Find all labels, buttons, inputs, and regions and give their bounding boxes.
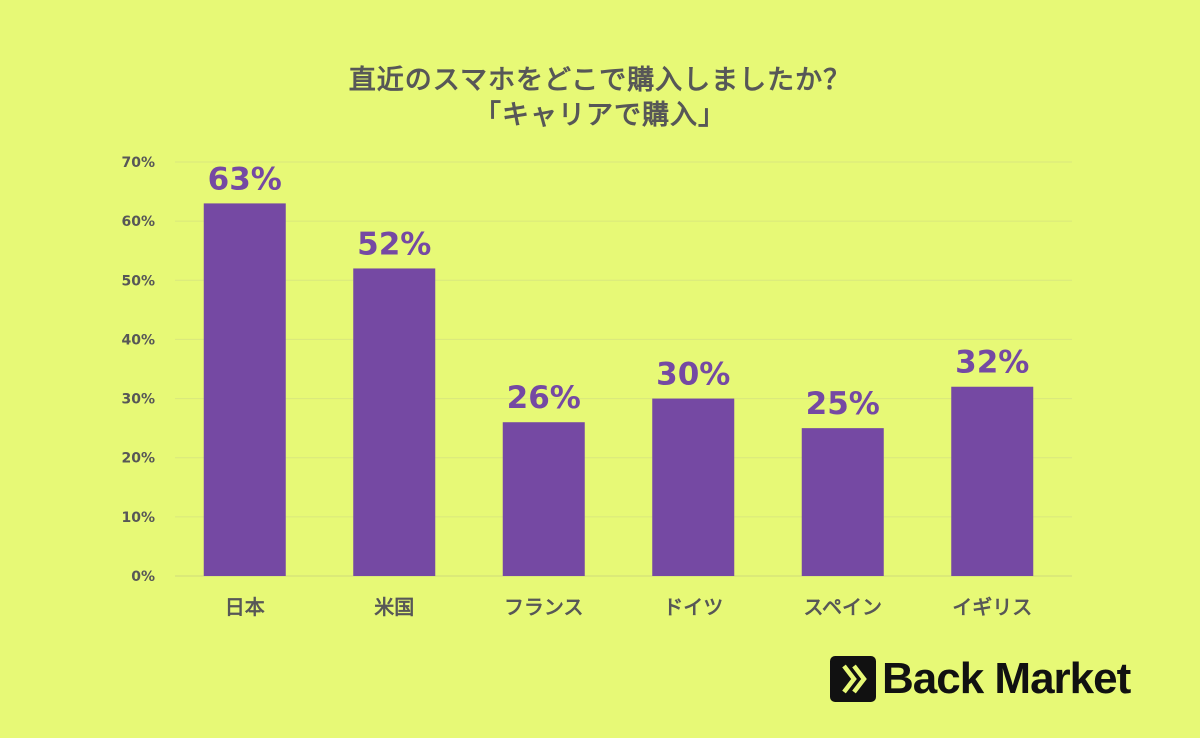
bar [353, 268, 436, 576]
chart-title-line1: 直近のスマホをどこで購入しましたか？ [348, 65, 852, 96]
x-tick-label: 米国 [374, 595, 414, 619]
brand-logo-text: Back Market [882, 654, 1131, 703]
y-tick-label: 60% [121, 214, 155, 230]
data-label: 63% [208, 161, 282, 197]
y-tick-label: 70% [121, 155, 155, 171]
x-tick-label: イギリス [952, 595, 1032, 619]
x-tick-label: スペイン [803, 595, 882, 619]
y-tick-label: 10% [121, 510, 155, 526]
x-tick-label: 日本 [225, 595, 265, 619]
y-tick-label: 0% [131, 569, 155, 585]
y-tick-label: 30% [121, 392, 155, 408]
data-label: 26% [507, 380, 581, 416]
data-label: 25% [806, 386, 880, 422]
bar [801, 428, 884, 576]
bar [652, 398, 735, 576]
data-label: 30% [656, 357, 730, 393]
chart-title-line2: 「キャリアで購入」 [474, 100, 726, 131]
bar [502, 422, 585, 576]
data-label: 52% [357, 226, 431, 262]
bar [203, 203, 286, 576]
y-tick-label: 50% [121, 273, 155, 289]
x-tick-label: ドイツ [663, 595, 723, 619]
y-tick-label: 20% [121, 451, 155, 467]
x-tick-label: フランス [504, 595, 584, 619]
data-label: 32% [955, 345, 1029, 381]
brand-logo: Back Market [830, 654, 1131, 703]
bar [951, 386, 1034, 576]
y-tick-label: 40% [121, 332, 155, 348]
back-market-chevron-icon [830, 656, 876, 702]
